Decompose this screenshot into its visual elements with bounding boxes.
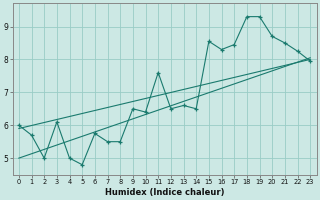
X-axis label: Humidex (Indice chaleur): Humidex (Indice chaleur) [105, 188, 224, 197]
